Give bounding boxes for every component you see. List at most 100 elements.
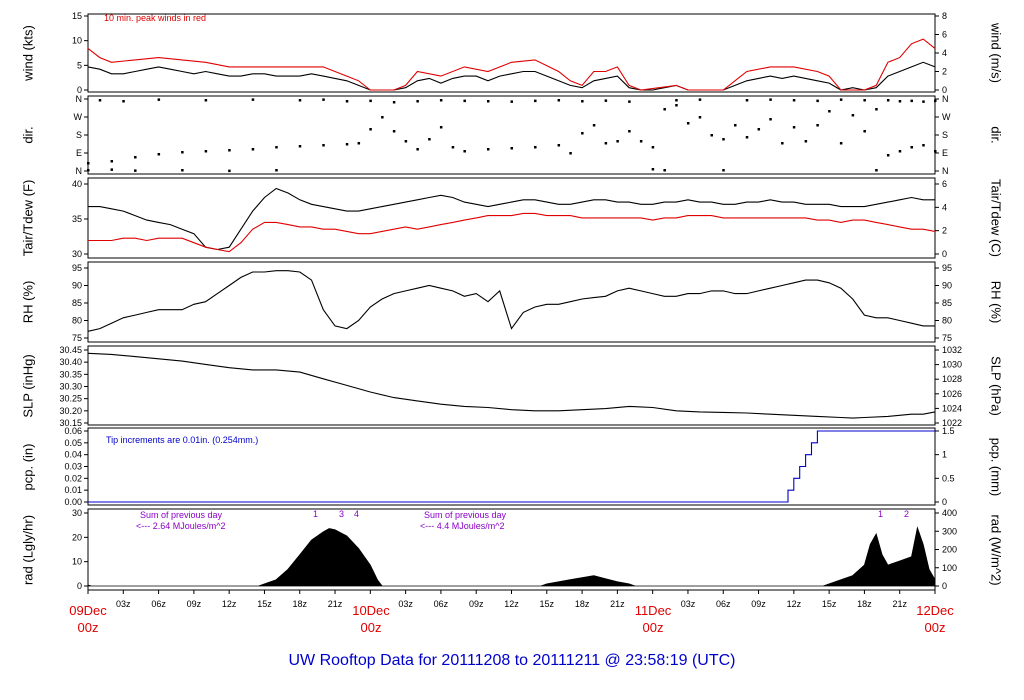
temp-right-tick-label: 6 bbox=[942, 179, 947, 189]
dir-right-tick-label: W bbox=[942, 112, 951, 122]
dir-point bbox=[181, 169, 184, 172]
dir-point bbox=[345, 143, 349, 146]
dir-right-tick-label: N bbox=[942, 94, 949, 104]
pcp-right-tick-label: 0.5 bbox=[942, 473, 955, 483]
slp-right-tick-label: 1022 bbox=[942, 418, 962, 428]
wind-left-tick-label: 0 bbox=[77, 85, 82, 95]
x-tick-label: 09z bbox=[187, 599, 202, 609]
rad-right-tick-label: 100 bbox=[942, 563, 957, 573]
dir-point bbox=[898, 100, 902, 103]
dir-point bbox=[734, 124, 737, 127]
dir-point bbox=[628, 100, 631, 103]
dir-point bbox=[251, 148, 255, 151]
dir-point bbox=[181, 151, 184, 154]
rad-right-tick-label: 300 bbox=[942, 526, 957, 536]
wind-series-1 bbox=[87, 61, 936, 91]
slp-left-tick-label: 30.35 bbox=[59, 369, 82, 379]
dir-point bbox=[322, 144, 325, 147]
dir-point bbox=[98, 99, 102, 102]
rh-left-tick-label: 75 bbox=[72, 333, 82, 343]
x-tick-label: 21z bbox=[892, 599, 907, 609]
dir-point bbox=[486, 148, 490, 151]
dir-point bbox=[663, 169, 666, 172]
rad-sum-label-2: Sum of previous day bbox=[424, 510, 507, 520]
dir-point bbox=[745, 99, 749, 102]
dir-point bbox=[392, 101, 396, 104]
dir-point bbox=[581, 100, 584, 103]
rad-marker: 4 bbox=[354, 509, 360, 519]
pcp-right-label: pcp. (mm) bbox=[988, 437, 1004, 497]
wind-right-tick-label: 6 bbox=[942, 30, 947, 40]
x-tick-label: 03z bbox=[681, 599, 696, 609]
dir-point bbox=[792, 99, 796, 102]
slp-left-tick-label: 30.20 bbox=[59, 406, 82, 416]
dir-point bbox=[557, 99, 561, 102]
dir-point bbox=[404, 140, 408, 143]
pcp-left-label: pcp. (in) bbox=[20, 443, 36, 491]
slp-right-tick-label: 1026 bbox=[942, 389, 962, 399]
pcp-left-tick-label: 0.06 bbox=[64, 426, 82, 436]
dir-point bbox=[686, 122, 690, 125]
dir-point bbox=[863, 99, 866, 102]
dir-point bbox=[628, 130, 631, 133]
dir-point bbox=[581, 132, 584, 135]
dir-point bbox=[110, 160, 114, 163]
dir-right-tick-label: S bbox=[942, 130, 948, 140]
rad-sum-value-1: <--- 2.64 MJoules/m^2 bbox=[136, 521, 226, 531]
x-tick-label: 18z bbox=[292, 599, 307, 609]
dir-point bbox=[651, 146, 655, 149]
x-tick-label: 12z bbox=[222, 599, 237, 609]
rad-right-tick-label: 0 bbox=[942, 581, 947, 591]
dir-point bbox=[122, 100, 125, 103]
dir-point bbox=[769, 98, 772, 101]
rh-left-tick-label: 80 bbox=[72, 316, 82, 326]
wind-left-tick-label: 15 bbox=[72, 11, 82, 21]
rad-left-tick-label: 20 bbox=[72, 532, 82, 542]
rh-right-label: RH (%) bbox=[988, 280, 1004, 324]
slp-left-tick-label: 30.30 bbox=[59, 382, 82, 392]
dir-point bbox=[322, 98, 325, 101]
slp-right-tick-label: 1032 bbox=[942, 345, 962, 355]
dir-point bbox=[534, 99, 537, 103]
day-label-date: 09Dec bbox=[69, 603, 107, 618]
dir-right-tick-label: E bbox=[942, 148, 948, 158]
rh-right-tick-label: 85 bbox=[942, 298, 952, 308]
wind-right-tick-label: 8 bbox=[942, 11, 947, 21]
wind-right-tick-label: 4 bbox=[942, 48, 947, 58]
dir-point bbox=[428, 138, 431, 141]
rh-left-tick-label: 85 bbox=[72, 298, 82, 308]
x-tick-label: 09z bbox=[469, 599, 484, 609]
temp-right-tick-label: 4 bbox=[942, 202, 947, 212]
dir-point bbox=[228, 149, 231, 152]
dir-point bbox=[134, 156, 137, 159]
rh-frame bbox=[87, 261, 936, 343]
rad-marker: 3 bbox=[339, 509, 345, 519]
day-label-time: 00z bbox=[642, 620, 664, 635]
temp-series-2 bbox=[88, 212, 936, 253]
dir-point bbox=[934, 150, 937, 153]
dir-point bbox=[275, 169, 278, 172]
dir-point bbox=[663, 108, 666, 111]
x-tick-label: 12z bbox=[787, 599, 802, 609]
dir-point bbox=[486, 100, 490, 103]
x-tick-label: 18z bbox=[857, 599, 872, 609]
rad-right-label: rad (W/m^2) bbox=[988, 514, 1004, 586]
dir-point bbox=[510, 100, 513, 103]
dir-point bbox=[616, 140, 619, 143]
dir-point bbox=[251, 98, 255, 101]
slp-left-label: SLP (inHg) bbox=[20, 354, 36, 418]
dir-left-tick-label: W bbox=[74, 112, 83, 122]
wind-annotation: 10 min. peak winds in red bbox=[104, 13, 207, 23]
slp-left-tick-label: 30.25 bbox=[59, 394, 82, 404]
day-label-time: 00z bbox=[924, 620, 946, 635]
rh-left-tick-label: 95 bbox=[72, 263, 82, 273]
wind-right-tick-label: 2 bbox=[942, 67, 947, 77]
slp-left-tick-label: 30.45 bbox=[59, 345, 82, 355]
slp-right-tick-label: 1030 bbox=[942, 360, 962, 370]
dir-point bbox=[710, 134, 713, 137]
dir-frame bbox=[87, 95, 936, 175]
x-tick-label: 15z bbox=[822, 599, 837, 609]
x-tick-label: 03z bbox=[398, 599, 413, 609]
dir-point bbox=[369, 99, 372, 103]
dir-point bbox=[416, 148, 419, 151]
